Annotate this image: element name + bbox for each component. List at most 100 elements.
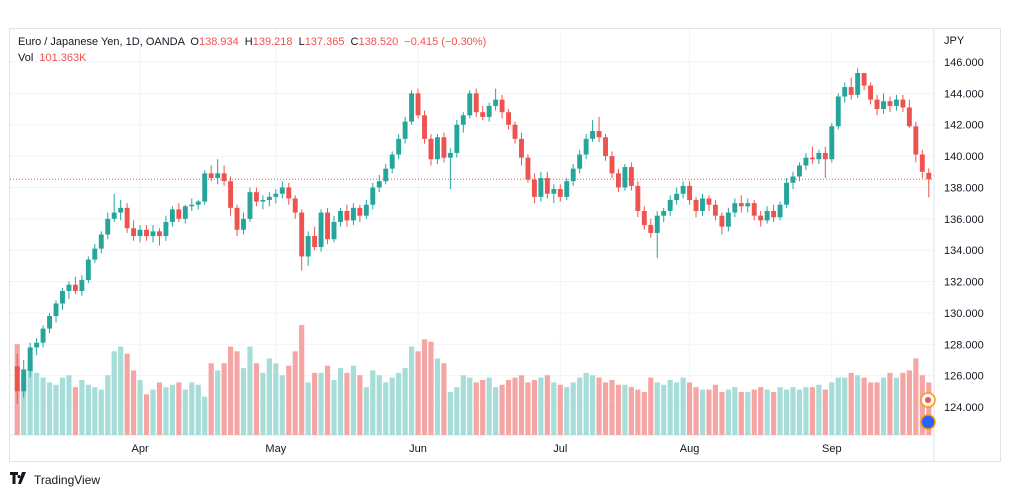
candle-body[interactable] xyxy=(641,210,647,226)
volume-bar[interactable] xyxy=(596,377,602,435)
candle-body[interactable] xyxy=(551,189,557,194)
candle-body[interactable] xyxy=(182,206,188,219)
volume-bar[interactable] xyxy=(27,358,33,435)
economic-event-icon[interactable] xyxy=(920,414,936,430)
candle-body[interactable] xyxy=(700,198,705,211)
candle-body[interactable] xyxy=(415,93,421,116)
volume-bar[interactable] xyxy=(874,382,880,435)
volume-bar[interactable] xyxy=(383,382,389,435)
volume-bar[interactable] xyxy=(557,384,563,435)
candle-body[interactable] xyxy=(784,182,789,205)
candle-body[interactable] xyxy=(286,187,292,199)
candle-body[interactable] xyxy=(777,204,783,218)
volume-bar[interactable] xyxy=(628,387,634,435)
candle-body[interactable] xyxy=(428,138,434,160)
candle-body[interactable] xyxy=(72,284,78,291)
volume-bar[interactable] xyxy=(163,387,169,435)
candle-body[interactable] xyxy=(215,173,221,179)
candle-body[interactable] xyxy=(764,210,770,221)
candle-body[interactable] xyxy=(693,200,699,211)
volume-bar[interactable] xyxy=(434,358,441,435)
candle-body[interactable] xyxy=(480,112,486,117)
volume-bar[interactable] xyxy=(454,387,460,435)
candle-body[interactable] xyxy=(460,115,466,125)
candle-body[interactable] xyxy=(486,105,492,117)
candle-body[interactable] xyxy=(758,215,764,221)
candle-body[interactable] xyxy=(350,207,356,221)
volume-bar[interactable] xyxy=(105,375,111,435)
volume-bar[interactable] xyxy=(771,391,777,435)
candle-body[interactable] xyxy=(85,259,91,280)
volume-bar[interactable] xyxy=(111,351,117,435)
candle-body[interactable] xyxy=(512,124,518,139)
volume-bar[interactable] xyxy=(118,346,124,435)
candle-body[interactable] xyxy=(570,168,576,182)
volume-bar[interactable] xyxy=(518,375,525,435)
volume-bar[interactable] xyxy=(21,377,27,435)
volume-bar[interactable] xyxy=(809,387,815,435)
candle-body[interactable] xyxy=(493,99,499,106)
volume-bar[interactable] xyxy=(234,351,240,435)
candle-body[interactable] xyxy=(60,290,65,304)
candle-body[interactable] xyxy=(221,173,227,182)
legend-symbol[interactable]: Euro / Japanese Yen, 1D, OANDA xyxy=(18,36,185,48)
volume-bar[interactable] xyxy=(641,391,647,435)
volume-bar[interactable] xyxy=(674,382,680,435)
volume-bar[interactable] xyxy=(738,391,744,435)
candle-body[interactable] xyxy=(616,173,621,188)
volume-bar[interactable] xyxy=(79,380,85,435)
candle-body[interactable] xyxy=(525,157,531,180)
volume-bar[interactable] xyxy=(286,365,292,435)
candle-body[interactable] xyxy=(674,193,680,200)
candle-body[interactable] xyxy=(376,181,382,188)
candle-body[interactable] xyxy=(234,207,240,230)
volume-bar[interactable] xyxy=(855,375,861,435)
volume-bar[interactable] xyxy=(376,375,382,435)
candle-body[interactable] xyxy=(79,279,85,291)
volume-bar[interactable] xyxy=(551,382,557,435)
volume-bar[interactable] xyxy=(783,389,790,435)
volume-bar[interactable] xyxy=(350,365,356,435)
candle-body[interactable] xyxy=(803,157,809,166)
candle-body[interactable] xyxy=(325,212,330,240)
candle-body[interactable] xyxy=(150,231,156,237)
candle-body[interactable] xyxy=(454,124,460,153)
candle-body[interactable] xyxy=(829,126,835,160)
candle-body[interactable] xyxy=(913,126,919,155)
volume-bar[interactable] xyxy=(777,387,783,435)
candle-body[interactable] xyxy=(667,200,673,211)
candle-body[interactable] xyxy=(893,99,899,106)
candle-body[interactable] xyxy=(628,167,634,186)
candle-body[interactable] xyxy=(169,209,175,222)
volume-bar[interactable] xyxy=(706,389,712,435)
candle-body[interactable] xyxy=(195,201,201,205)
volume-bar[interactable] xyxy=(609,380,615,435)
candle-body[interactable] xyxy=(299,212,305,257)
candle-body[interactable] xyxy=(137,229,143,237)
candle-body[interactable] xyxy=(531,179,537,197)
volume-bar[interactable] xyxy=(260,372,266,435)
candle-body[interactable] xyxy=(622,167,628,188)
candle-body[interactable] xyxy=(241,218,246,230)
candle-body[interactable] xyxy=(855,72,861,95)
volume-bar[interactable] xyxy=(622,384,628,435)
volume-bar[interactable] xyxy=(312,372,318,435)
candle-body[interactable] xyxy=(338,210,343,222)
volume-bar[interactable] xyxy=(215,370,221,435)
candle-body[interactable] xyxy=(208,173,214,179)
volume-bar[interactable] xyxy=(441,363,447,435)
volume-bar[interactable] xyxy=(357,375,363,435)
volume-bar[interactable] xyxy=(337,368,344,435)
candle-body[interactable] xyxy=(816,152,822,160)
volume-bar[interactable] xyxy=(693,387,699,435)
volume-bar[interactable] xyxy=(460,375,466,435)
volume-bar[interactable] xyxy=(408,346,415,435)
volume-bar[interactable] xyxy=(531,380,538,435)
candle-body[interactable] xyxy=(706,198,712,205)
volume-bar[interactable] xyxy=(240,368,247,435)
candle-body[interactable] xyxy=(467,93,473,116)
volume-bar[interactable] xyxy=(525,382,531,435)
candle-body[interactable] xyxy=(687,185,693,200)
candle-body[interactable] xyxy=(771,210,777,218)
volume-bar[interactable] xyxy=(615,384,622,435)
